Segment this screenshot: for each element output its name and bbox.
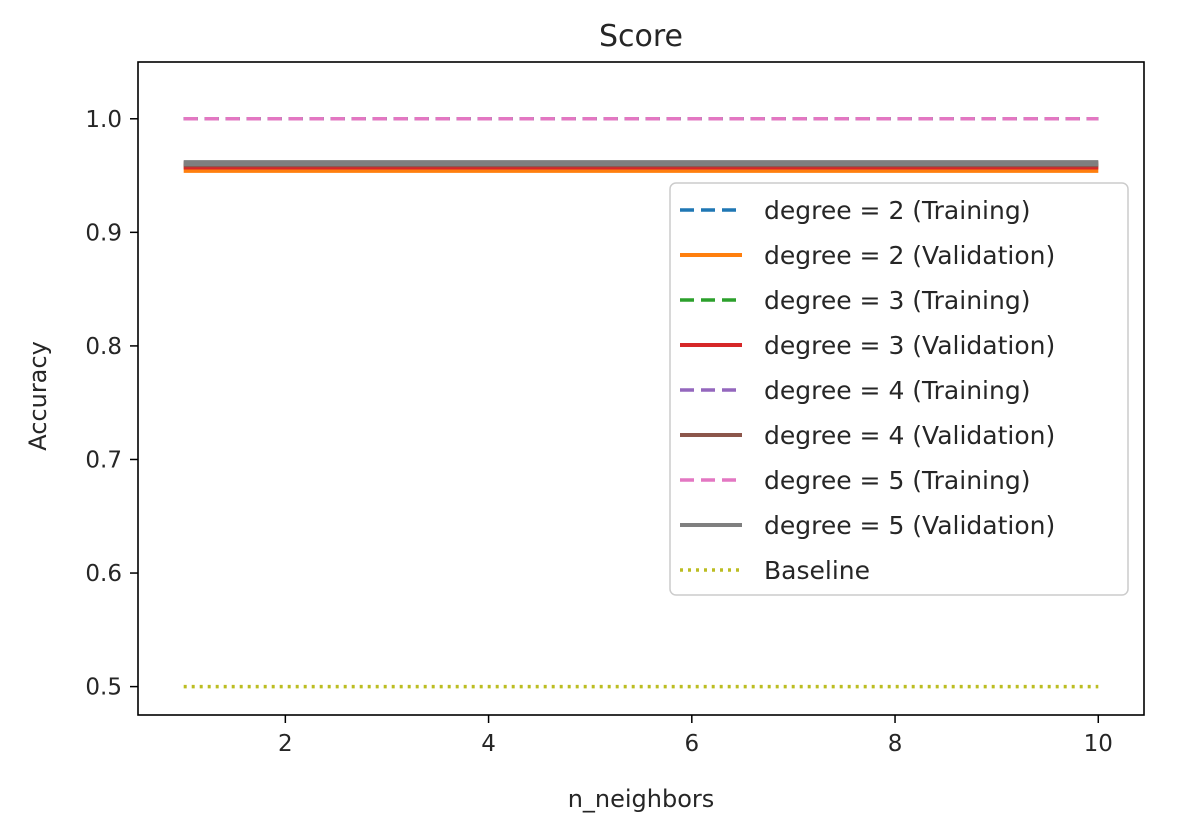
legend-label-8: degree = 5 (Validation): [764, 511, 1055, 540]
y-tick-label: 0.5: [85, 675, 122, 701]
x-tick-label: 8: [888, 731, 903, 757]
legend-label-2: degree = 2 (Validation): [764, 241, 1055, 270]
legend-label-9: Baseline: [764, 556, 870, 585]
y-tick-label: 0.7: [85, 447, 122, 473]
plot-frame: [137, 61, 1145, 716]
legend-label-6: degree = 4 (Validation): [764, 421, 1055, 450]
x-tick-label: 2: [278, 731, 293, 757]
x-tick-label: 6: [684, 731, 699, 757]
y-tick-label: 0.6: [85, 561, 122, 587]
x-axis-label: n_neighbors: [568, 785, 715, 813]
x-ticks: 2 4 6 8 10: [278, 715, 1113, 757]
legend-label-7: degree = 5 (Training): [764, 466, 1030, 495]
chart-title: Score: [599, 19, 683, 54]
legend-items: degree = 2 (Training) degree = 2 (Validat…: [680, 196, 1055, 585]
y-tick-label: 0.9: [85, 220, 122, 246]
x-tick-label: 4: [481, 731, 496, 757]
legend-label-5: degree = 4 (Training): [764, 376, 1030, 405]
x-tick-label: 10: [1084, 731, 1113, 757]
y-axis-label: Accuracy: [24, 341, 52, 451]
legend-frame: [669, 182, 1129, 596]
legend: degree = 2 (Training) degree = 2 (Validat…: [669, 182, 1129, 596]
legend-label-4: degree = 3 (Validation): [764, 331, 1055, 360]
y-tick-label: 0.8: [85, 334, 122, 360]
y-tick-label: 1.0: [85, 107, 122, 133]
legend-label-3: degree = 3 (Training): [764, 286, 1030, 315]
y-ticks: 0.5 0.6 0.7 0.8 0.9 1.0: [85, 107, 138, 701]
legend-label-1: degree = 2 (Training): [764, 196, 1030, 225]
plot-lines: [183, 117, 1099, 689]
